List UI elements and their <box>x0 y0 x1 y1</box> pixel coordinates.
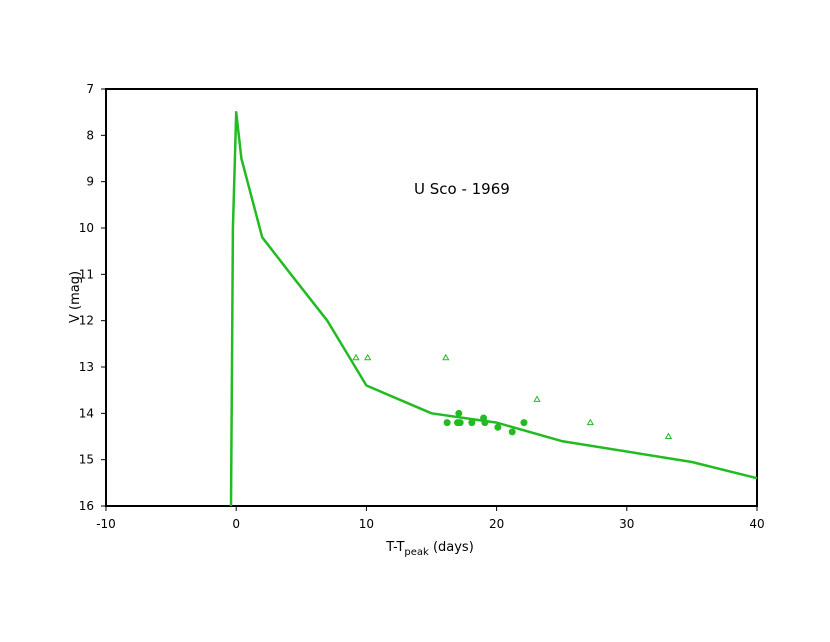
observation-point-filled <box>494 423 502 431</box>
y-tick-label: 15 <box>79 453 94 467</box>
x-axis-label-subscript: peak <box>404 547 429 558</box>
observation-point-filled <box>456 419 464 427</box>
y-tick-label: 12 <box>79 314 94 328</box>
observation-point-triangle <box>533 395 541 402</box>
observation-point-triangle <box>352 353 360 361</box>
y-tick-label: 13 <box>79 360 94 374</box>
observation-point-triangle <box>664 432 673 439</box>
y-tick-label: 8 <box>86 128 94 142</box>
x-tick-label: 10 <box>359 517 374 531</box>
x-axis-ticks: -10 0 10 20 30 40 <box>96 506 765 531</box>
x-tick-label: 20 <box>489 517 504 531</box>
observation-point-filled <box>520 419 528 427</box>
y-tick-label: 16 <box>79 499 94 513</box>
observation-point-triangle <box>442 353 450 361</box>
observation-point-filled <box>481 419 489 427</box>
y-axis-ticks: 7 8 9 10 11 12 13 14 15 16 <box>79 82 106 513</box>
y-tick-label: 11 <box>79 267 94 281</box>
x-tick-label: -10 <box>96 517 116 531</box>
model-light-curve <box>229 110 758 507</box>
x-axis-label-suffix: (days) <box>429 540 474 555</box>
observation-point-filled <box>468 419 476 427</box>
y-axis-label: V (mag) <box>68 271 83 323</box>
observation-point-triangle <box>364 353 372 361</box>
observation-point-filled <box>508 428 516 436</box>
observation-point-filled <box>443 419 451 427</box>
y-tick-label: 14 <box>79 406 94 420</box>
plot-frame <box>105 88 758 507</box>
observation-point-triangle <box>586 418 594 426</box>
observation-point-filled <box>455 409 463 417</box>
x-axis-label: T-Tpeak (days) <box>385 540 474 558</box>
chart-annotation: U Sco - 1969 <box>414 180 510 198</box>
y-tick-label: 7 <box>86 82 94 96</box>
x-tick-label: 30 <box>619 517 634 531</box>
y-tick-label: 9 <box>86 175 94 189</box>
x-tick-label: 0 <box>232 517 240 531</box>
y-tick-label: 10 <box>79 221 94 235</box>
x-tick-label: 40 <box>749 517 764 531</box>
x-axis-label-main: T-T <box>385 540 404 555</box>
series-layer <box>229 110 758 507</box>
